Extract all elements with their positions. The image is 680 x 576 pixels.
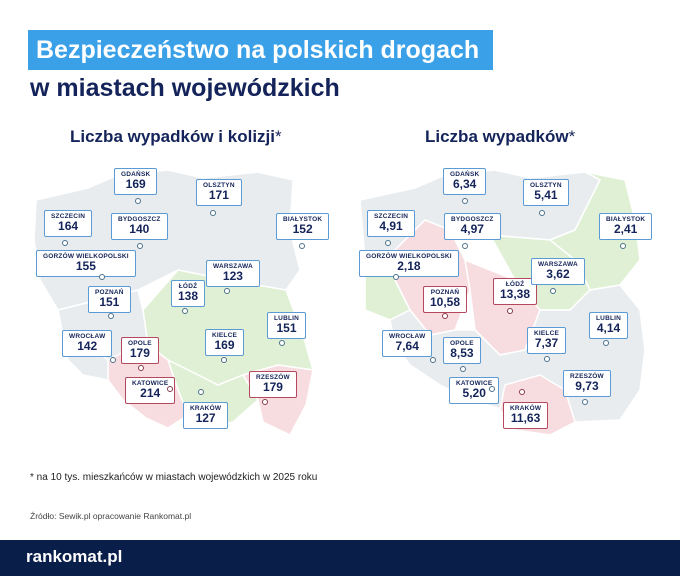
city-marker xyxy=(224,288,230,294)
city-marker xyxy=(182,308,188,314)
city-marker xyxy=(99,274,105,280)
city-label-rzeszow: RZESZÓW 179 xyxy=(249,371,297,398)
subtitle: w miastach wojewódzkich xyxy=(30,74,340,102)
footer-bar: rankomat.pl xyxy=(0,540,680,576)
city-marker xyxy=(221,357,227,363)
city-label-gorzow: GORZÓW WIELKOPOLSKI 155 xyxy=(36,250,136,277)
city-label-poznan: POZNAŃ 10,58 xyxy=(423,286,468,313)
city-marker xyxy=(462,243,468,249)
city-label-lodz: ŁÓDŹ 138 xyxy=(171,280,206,307)
city-label-bydgoszcz: BYDGOSZCZ 4,97 xyxy=(444,213,501,240)
city-marker xyxy=(539,210,545,216)
city-marker xyxy=(582,399,588,405)
city-label-bialystok: BIAŁYSTOK 2,41 xyxy=(599,213,653,240)
city-marker xyxy=(489,386,495,392)
city-label-lublin: LUBLIN 4,14 xyxy=(589,312,629,339)
map-title-right: Liczba wypadków* xyxy=(425,127,576,146)
city-label-kielce: KIELCE 7,37 xyxy=(527,327,567,354)
city-marker xyxy=(462,198,468,204)
city-marker xyxy=(550,288,556,294)
footnote: * na 10 tys. mieszkańców w miastach woje… xyxy=(30,472,318,483)
city-label-katowice: KATOWICE 214 xyxy=(125,377,176,404)
city-marker xyxy=(603,340,609,346)
city-marker xyxy=(544,356,550,362)
city-marker xyxy=(299,243,305,249)
title-banner: Bezpieczeństwo na polskich drogach xyxy=(28,30,494,70)
city-label-bialystok: BIAŁYSTOK 152 xyxy=(276,213,330,240)
city-label-szczecin: SZCZECIN 164 xyxy=(44,210,93,237)
city-marker xyxy=(430,357,436,363)
city-label-gdansk: GDAŃSK 6,34 xyxy=(443,168,487,195)
city-label-olsztyn: OLSZTYN 171 xyxy=(196,179,242,206)
city-marker xyxy=(519,389,525,395)
city-label-warszawa: WARSZAWA 3,62 xyxy=(531,258,585,285)
city-marker xyxy=(620,243,626,249)
city-label-lodz: ŁÓDŹ 13,38 xyxy=(493,278,538,305)
city-marker xyxy=(167,386,173,392)
source-note: Źródło: Sewik.pl opracowanie Rankomat.pl xyxy=(30,511,192,521)
city-marker xyxy=(137,243,143,249)
city-label-gdansk: GDAŃSK 169 xyxy=(114,168,158,195)
rankomat-logo[interactable]: rankomat.pl xyxy=(26,547,123,566)
city-label-szczecin: SZCZECIN 4,91 xyxy=(367,210,416,237)
city-label-wroclaw: WROCŁAW 142 xyxy=(62,330,113,357)
title: Bezpieczeństwo na polskich drogach xyxy=(36,36,480,64)
city-marker xyxy=(62,240,68,246)
city-label-opole: OPOLE 8,53 xyxy=(443,337,481,364)
city-marker xyxy=(460,366,466,372)
city-label-olsztyn: OLSZTYN 5,41 xyxy=(523,179,569,206)
city-label-bydgoszcz: BYDGOSZCZ 140 xyxy=(111,213,168,240)
city-label-lublin: LUBLIN 151 xyxy=(267,312,307,339)
city-marker xyxy=(135,198,141,204)
map-title-left: Liczba wypadków i kolizji* xyxy=(70,127,282,146)
city-label-wroclaw: WROCŁAW 7,64 xyxy=(382,330,433,357)
city-label-rzeszow: RZESZÓW 9,73 xyxy=(563,370,611,397)
city-marker xyxy=(442,313,448,319)
city-marker xyxy=(138,365,144,371)
city-marker xyxy=(198,389,204,395)
city-label-warszawa: WARSZAWA 123 xyxy=(206,260,260,287)
city-marker xyxy=(385,240,391,246)
city-marker xyxy=(210,210,216,216)
city-marker xyxy=(279,340,285,346)
city-marker xyxy=(108,313,114,319)
city-label-kielce: KIELCE 169 xyxy=(205,329,245,356)
city-marker xyxy=(262,399,268,405)
city-label-opole: OPOLE 179 xyxy=(121,337,159,364)
city-label-krakow: KRAKÓW 127 xyxy=(183,402,229,429)
city-marker xyxy=(110,357,116,363)
city-label-gorzow: GORZÓW WIELKOPOLSKI 2,18 xyxy=(359,250,459,277)
city-label-poznan: POZNAŃ 151 xyxy=(88,286,131,313)
city-marker xyxy=(393,274,399,280)
city-label-krakow: KRAKÓW 11,63 xyxy=(503,402,549,429)
city-marker xyxy=(507,308,513,314)
